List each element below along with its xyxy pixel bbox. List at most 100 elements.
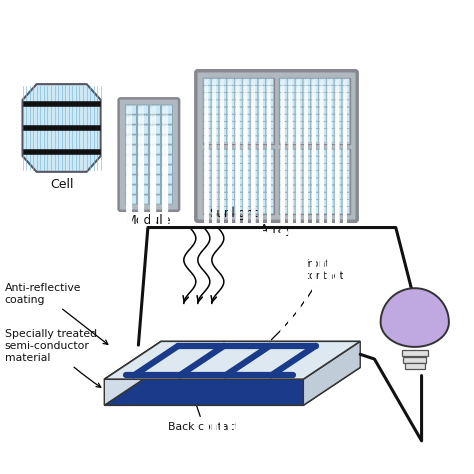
FancyBboxPatch shape — [342, 178, 349, 185]
FancyBboxPatch shape — [327, 129, 334, 136]
FancyBboxPatch shape — [125, 125, 137, 134]
FancyBboxPatch shape — [266, 164, 273, 170]
FancyBboxPatch shape — [311, 164, 319, 170]
FancyBboxPatch shape — [288, 107, 295, 114]
FancyBboxPatch shape — [334, 129, 342, 136]
FancyBboxPatch shape — [137, 135, 148, 144]
FancyBboxPatch shape — [334, 185, 342, 192]
FancyBboxPatch shape — [266, 192, 273, 199]
FancyBboxPatch shape — [203, 93, 211, 100]
FancyBboxPatch shape — [258, 207, 265, 214]
FancyBboxPatch shape — [250, 178, 258, 185]
FancyBboxPatch shape — [334, 200, 342, 206]
FancyBboxPatch shape — [219, 149, 227, 156]
FancyBboxPatch shape — [311, 200, 319, 206]
FancyBboxPatch shape — [235, 86, 242, 92]
FancyBboxPatch shape — [250, 171, 258, 178]
FancyBboxPatch shape — [235, 114, 242, 121]
FancyBboxPatch shape — [118, 98, 179, 211]
FancyBboxPatch shape — [125, 155, 137, 164]
FancyBboxPatch shape — [227, 136, 234, 143]
FancyBboxPatch shape — [303, 86, 310, 92]
FancyBboxPatch shape — [243, 107, 250, 114]
FancyBboxPatch shape — [258, 114, 265, 121]
FancyBboxPatch shape — [319, 107, 326, 114]
FancyBboxPatch shape — [211, 122, 219, 128]
FancyBboxPatch shape — [227, 114, 234, 121]
FancyBboxPatch shape — [137, 115, 148, 124]
FancyBboxPatch shape — [303, 78, 310, 85]
FancyBboxPatch shape — [319, 136, 326, 143]
FancyBboxPatch shape — [303, 171, 310, 178]
FancyBboxPatch shape — [334, 171, 342, 178]
FancyBboxPatch shape — [327, 149, 334, 156]
FancyBboxPatch shape — [266, 114, 273, 121]
FancyBboxPatch shape — [295, 100, 303, 107]
Polygon shape — [303, 341, 360, 405]
Bar — [279, 148, 350, 214]
FancyBboxPatch shape — [125, 195, 137, 204]
Bar — [203, 148, 274, 214]
FancyBboxPatch shape — [258, 178, 265, 185]
FancyBboxPatch shape — [311, 156, 319, 163]
FancyBboxPatch shape — [219, 129, 227, 136]
FancyBboxPatch shape — [149, 195, 160, 204]
Polygon shape — [22, 84, 100, 172]
FancyBboxPatch shape — [295, 114, 303, 121]
FancyBboxPatch shape — [161, 145, 173, 154]
FancyBboxPatch shape — [137, 175, 148, 184]
FancyBboxPatch shape — [295, 149, 303, 156]
FancyBboxPatch shape — [327, 200, 334, 206]
FancyBboxPatch shape — [227, 129, 234, 136]
FancyBboxPatch shape — [280, 136, 287, 143]
FancyBboxPatch shape — [303, 164, 310, 170]
FancyBboxPatch shape — [295, 164, 303, 170]
FancyBboxPatch shape — [219, 207, 227, 214]
FancyBboxPatch shape — [258, 136, 265, 143]
FancyBboxPatch shape — [149, 175, 160, 184]
FancyBboxPatch shape — [219, 171, 227, 178]
FancyBboxPatch shape — [203, 129, 211, 136]
FancyBboxPatch shape — [327, 107, 334, 114]
FancyBboxPatch shape — [227, 185, 234, 192]
FancyBboxPatch shape — [243, 129, 250, 136]
FancyBboxPatch shape — [288, 200, 295, 206]
FancyBboxPatch shape — [342, 114, 349, 121]
FancyBboxPatch shape — [303, 136, 310, 143]
FancyBboxPatch shape — [161, 155, 173, 164]
FancyBboxPatch shape — [295, 192, 303, 199]
FancyBboxPatch shape — [243, 114, 250, 121]
Polygon shape — [104, 367, 360, 405]
FancyBboxPatch shape — [288, 122, 295, 128]
FancyBboxPatch shape — [342, 122, 349, 128]
FancyBboxPatch shape — [258, 185, 265, 192]
FancyBboxPatch shape — [258, 107, 265, 114]
FancyBboxPatch shape — [219, 136, 227, 143]
FancyBboxPatch shape — [243, 207, 250, 214]
FancyBboxPatch shape — [311, 93, 319, 100]
Bar — [402, 350, 428, 356]
FancyBboxPatch shape — [235, 122, 242, 128]
FancyBboxPatch shape — [303, 207, 310, 214]
FancyBboxPatch shape — [250, 207, 258, 214]
FancyBboxPatch shape — [303, 200, 310, 206]
FancyBboxPatch shape — [280, 200, 287, 206]
FancyBboxPatch shape — [258, 192, 265, 199]
FancyBboxPatch shape — [203, 136, 211, 143]
FancyBboxPatch shape — [125, 185, 137, 194]
Text: Sunlight: Sunlight — [209, 207, 258, 219]
FancyBboxPatch shape — [149, 125, 160, 134]
FancyBboxPatch shape — [342, 192, 349, 199]
FancyBboxPatch shape — [334, 107, 342, 114]
FancyBboxPatch shape — [295, 107, 303, 114]
FancyBboxPatch shape — [235, 78, 242, 85]
FancyBboxPatch shape — [280, 149, 287, 156]
FancyBboxPatch shape — [266, 129, 273, 136]
FancyBboxPatch shape — [280, 192, 287, 199]
FancyBboxPatch shape — [311, 178, 319, 185]
FancyBboxPatch shape — [288, 156, 295, 163]
FancyBboxPatch shape — [219, 164, 227, 170]
FancyBboxPatch shape — [235, 185, 242, 192]
FancyBboxPatch shape — [327, 86, 334, 92]
FancyBboxPatch shape — [280, 78, 287, 85]
